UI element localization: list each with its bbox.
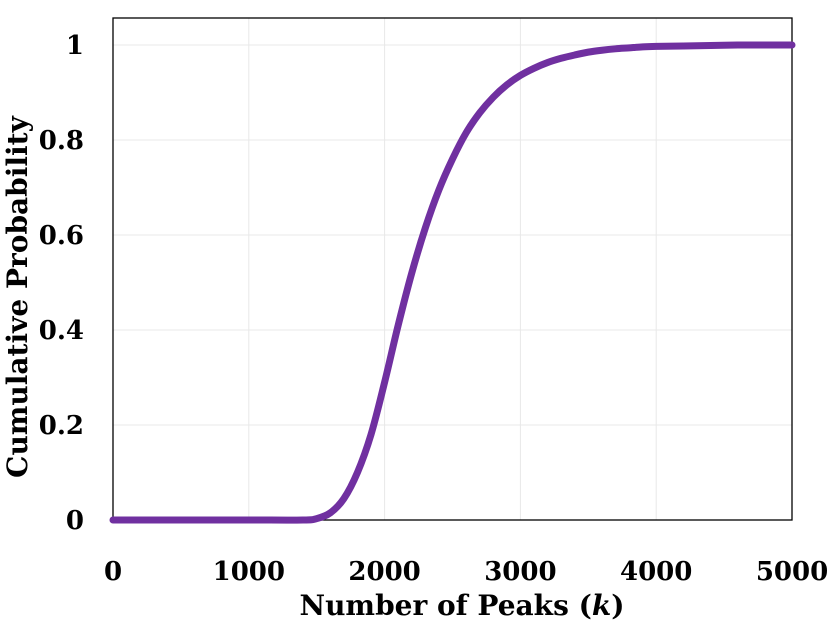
y-tick-labels: 0 0.2 0.4 0.6 0.8 1 bbox=[39, 31, 84, 536]
grid bbox=[112, 18, 793, 521]
x-tick-labels: 0 1000 2000 3000 4000 5000 bbox=[104, 557, 828, 587]
y-tick-label: 0.2 bbox=[39, 411, 84, 441]
x-tick-label: 1000 bbox=[213, 557, 285, 587]
x-tick-label: 0 bbox=[104, 557, 122, 587]
y-tick-label: 0 bbox=[66, 506, 84, 536]
x-tick-label: 3000 bbox=[484, 557, 556, 587]
plot-area bbox=[112, 17, 793, 521]
series-layer bbox=[109, 41, 796, 524]
y-tick-label: 0.6 bbox=[39, 221, 84, 251]
y-tick-label: 0.4 bbox=[39, 316, 84, 346]
y-axis-label: Cumulative Probability bbox=[1, 115, 34, 477]
y-tick-label: 1 bbox=[66, 31, 84, 61]
x-tick-label: 4000 bbox=[620, 557, 692, 587]
y-tick-label: 0.8 bbox=[39, 126, 84, 156]
cdf-series-line bbox=[109, 41, 796, 524]
x-tick-label: 2000 bbox=[348, 557, 420, 587]
x-tick-label: 5000 bbox=[756, 557, 828, 587]
x-axis-label: Number of Peaks (k) bbox=[299, 589, 624, 622]
